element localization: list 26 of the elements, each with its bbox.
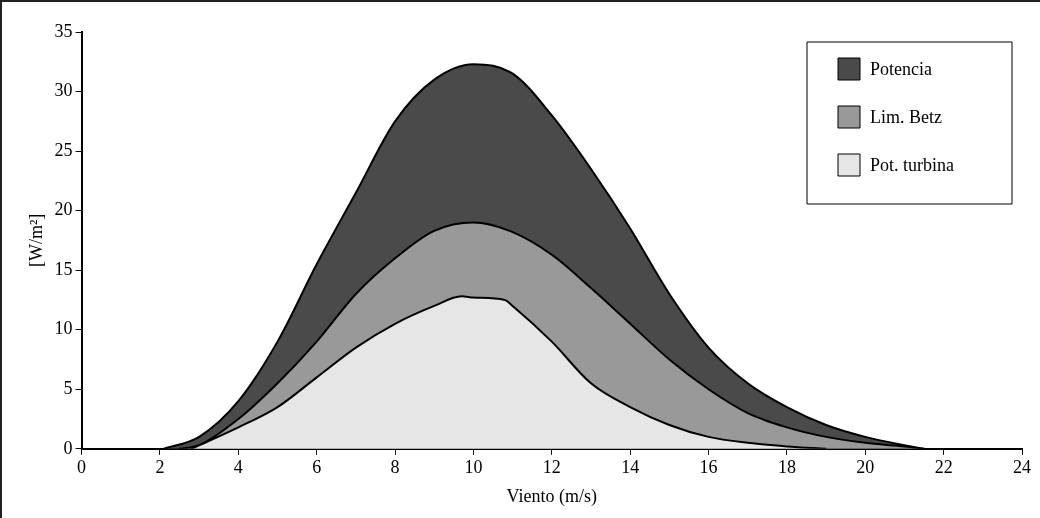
x-tick-label: 0 <box>77 457 87 478</box>
legend-label: Pot. turbina <box>870 154 955 175</box>
x-tick-label: 20 <box>856 457 875 478</box>
x-tick-label: 12 <box>542 457 561 478</box>
y-axis-title: [W/m²] <box>25 213 46 268</box>
y-tick-label: 5 <box>63 377 73 398</box>
y-tick-label: 10 <box>54 318 73 339</box>
x-tick-label: 10 <box>464 457 483 478</box>
y-tick-label: 30 <box>54 80 73 101</box>
x-tick-label: 16 <box>699 457 718 478</box>
x-tick-label: 8 <box>390 457 400 478</box>
x-tick-label: 6 <box>312 457 322 478</box>
x-tick-label: 24 <box>1013 457 1031 478</box>
x-tick-label: 4 <box>233 457 243 478</box>
y-tick-label: 15 <box>54 258 73 279</box>
y-tick-label: 25 <box>54 139 73 160</box>
x-tick-label: 2 <box>155 457 165 478</box>
y-tick-label: 35 <box>54 20 73 41</box>
x-axis-title: Viento (m/s) <box>506 485 598 507</box>
y-tick-label: 20 <box>54 199 73 220</box>
x-tick-label: 18 <box>777 457 796 478</box>
y-tick-label: 0 <box>63 437 73 458</box>
legend-label: Potencia <box>870 58 932 79</box>
x-tick-label: 22 <box>934 457 953 478</box>
x-tick-label: 14 <box>621 457 640 478</box>
legend-label: Lim. Betz <box>870 106 942 127</box>
